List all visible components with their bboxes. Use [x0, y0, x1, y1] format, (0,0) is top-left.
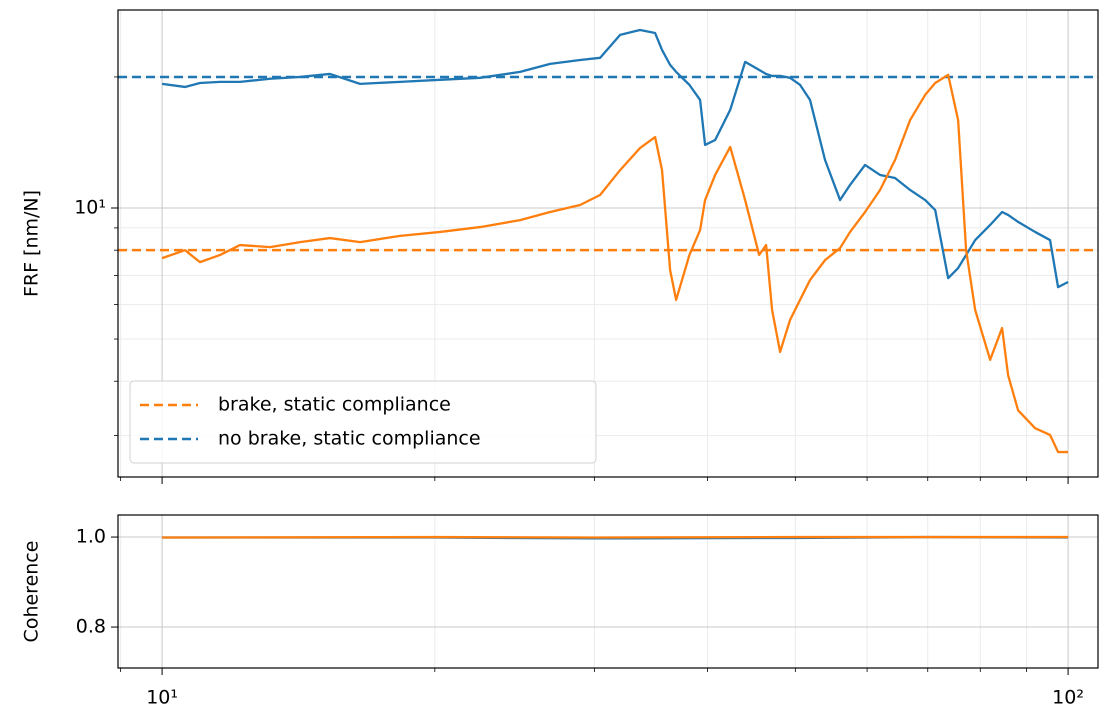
legend-label: no brake, static compliance	[218, 428, 481, 450]
legend: brake, static compliance no brake, static…	[130, 381, 596, 463]
x-tick-label: 10¹	[146, 687, 178, 709]
y-axis-label: FRF [nm/N]	[21, 190, 43, 297]
legend-label: brake, static compliance	[218, 394, 451, 416]
y-axis-label: Coherence	[21, 541, 43, 643]
y-tick-label: 1.0	[76, 526, 106, 548]
series-line	[162, 30, 1068, 287]
x-tick-label: 10²	[1052, 687, 1084, 709]
axes: 10¹ FRF [nm/N] brake, static compliance no …	[21, 10, 1099, 484]
axes: 10¹ 10² 0.8 1.0 Coherence	[21, 515, 1099, 709]
y-tick-label: 10¹	[74, 196, 106, 218]
y-tick-label: 0.8	[76, 616, 106, 638]
